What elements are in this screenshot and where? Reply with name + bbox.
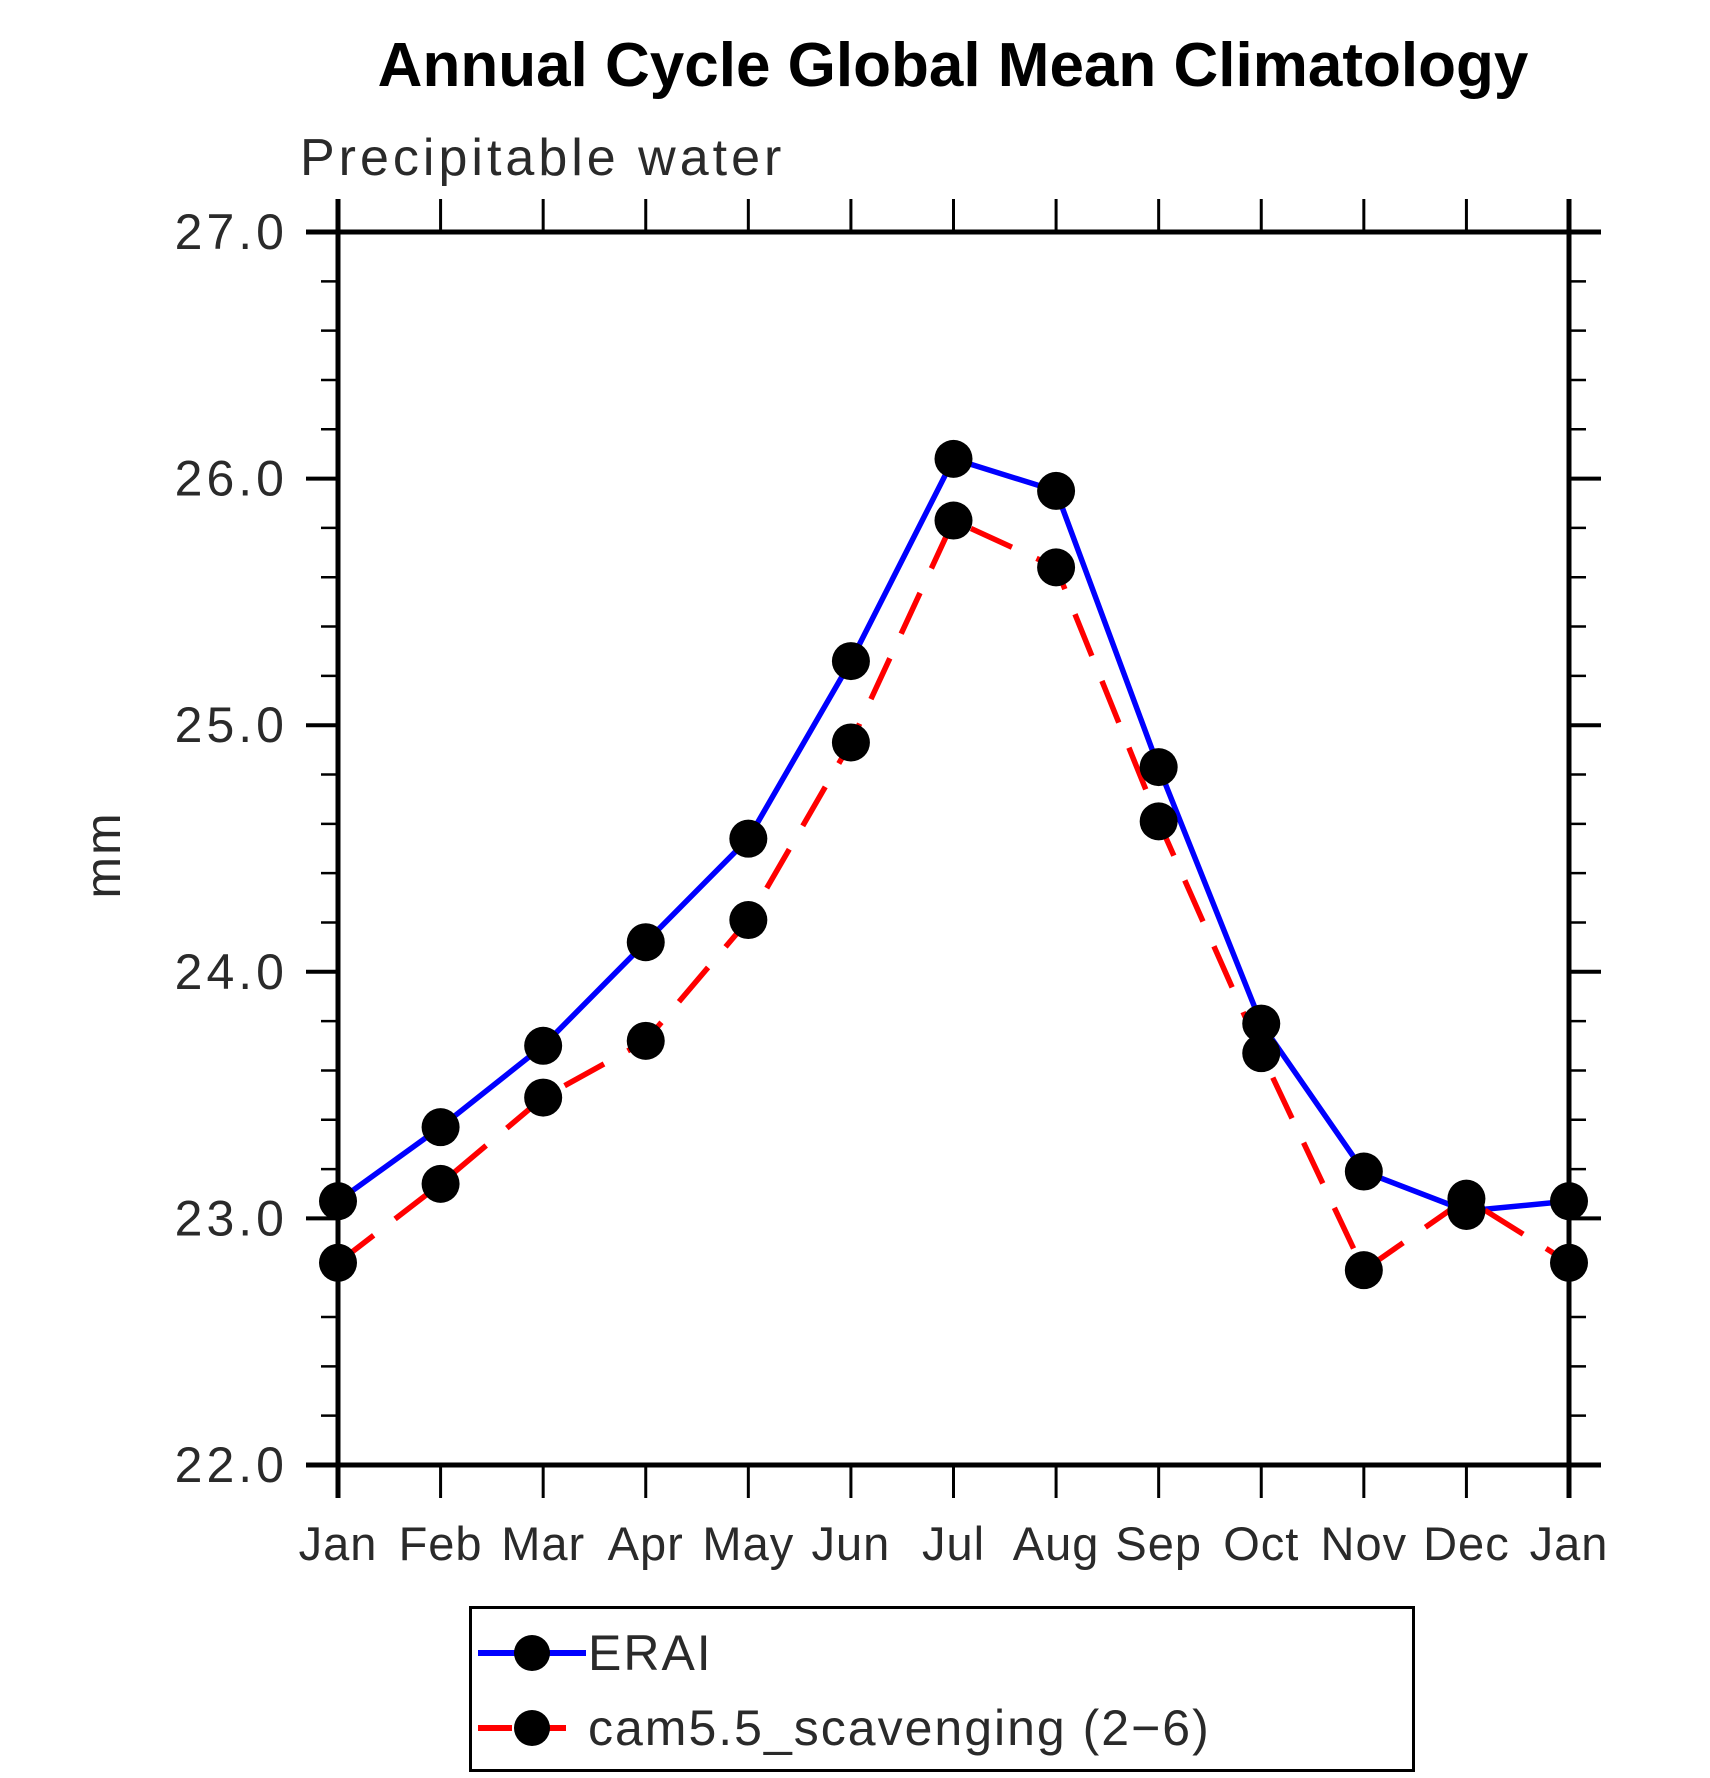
legend-label: ERAI: [588, 1625, 713, 1681]
x-tick-label: May: [702, 1517, 794, 1570]
chart-title: Annual Cycle Global Mean Climatology: [377, 31, 1529, 100]
data-point-marker: [421, 1164, 460, 1203]
y-tick-label: 25.0: [175, 697, 288, 753]
y-tick-label: 23.0: [175, 1190, 288, 1246]
data-point-marker: [934, 501, 973, 540]
data-point-marker: [1037, 548, 1076, 587]
x-tick-label: Jun: [812, 1517, 891, 1570]
data-point-marker: [421, 1108, 460, 1147]
x-tick-label: Jul: [922, 1517, 985, 1570]
data-point-marker: [1550, 1182, 1588, 1221]
data-point-marker: [524, 1078, 563, 1117]
y-tick-label: 24.0: [175, 944, 288, 1000]
data-point-marker: [831, 723, 870, 762]
series-line: [336, 517, 1571, 1273]
legend-sample-marker: [514, 1635, 550, 1671]
x-tick-label: Mar: [501, 1517, 585, 1570]
data-point-marker: [831, 642, 870, 681]
data-point-marker: [1550, 1243, 1588, 1282]
legend: ERAI cam5.5_scavenging (2−6): [469, 1606, 1415, 1772]
x-tick-label: Aug: [1013, 1517, 1100, 1570]
y-tick-label: 27.0: [175, 204, 288, 260]
data-point-marker: [626, 923, 665, 962]
chart-subtitle: Precipitable water: [300, 129, 786, 187]
data-point-marker: [626, 1021, 665, 1060]
legend-line-sample: [478, 1710, 586, 1746]
x-tick-label: Feb: [399, 1517, 483, 1570]
x-tick-label: Nov: [1321, 1517, 1408, 1570]
x-tick-label: Oct: [1223, 1517, 1299, 1570]
data-point-marker: [934, 439, 973, 478]
data-point-marker: [1344, 1251, 1383, 1290]
x-tick-label: Apr: [608, 1517, 684, 1570]
data-point-marker: [1139, 802, 1178, 841]
legend-row: cam5.5_scavenging (2−6): [476, 1700, 1211, 1756]
data-point-marker: [1242, 1034, 1281, 1073]
data-point-marker: [1037, 471, 1076, 510]
x-tick-label: Dec: [1423, 1517, 1510, 1570]
x-tick-label: Jan: [1530, 1517, 1609, 1570]
data-point-marker: [1242, 1004, 1281, 1043]
data-point-marker: [729, 901, 768, 940]
data-point-marker: [1447, 1179, 1486, 1218]
legend-label: cam5.5_scavenging (2−6): [588, 1700, 1211, 1756]
data-point-marker: [524, 1026, 563, 1065]
x-tick-label: Jan: [299, 1517, 378, 1570]
x-tick-label: Sep: [1115, 1517, 1202, 1570]
y-tick-label: 22.0: [175, 1437, 288, 1493]
series-line: [336, 456, 1570, 1214]
data-point-marker: [729, 819, 768, 858]
data-point-marker: [319, 1182, 357, 1221]
data-point-marker: [1139, 748, 1178, 787]
data-point-marker: [319, 1243, 357, 1282]
legend-line-sample: [478, 1635, 586, 1671]
legend-row: ERAI: [476, 1625, 713, 1681]
y-tick-label: 26.0: [175, 451, 288, 507]
legend-sample-marker: [514, 1710, 550, 1746]
data-point-marker: [1344, 1152, 1383, 1191]
